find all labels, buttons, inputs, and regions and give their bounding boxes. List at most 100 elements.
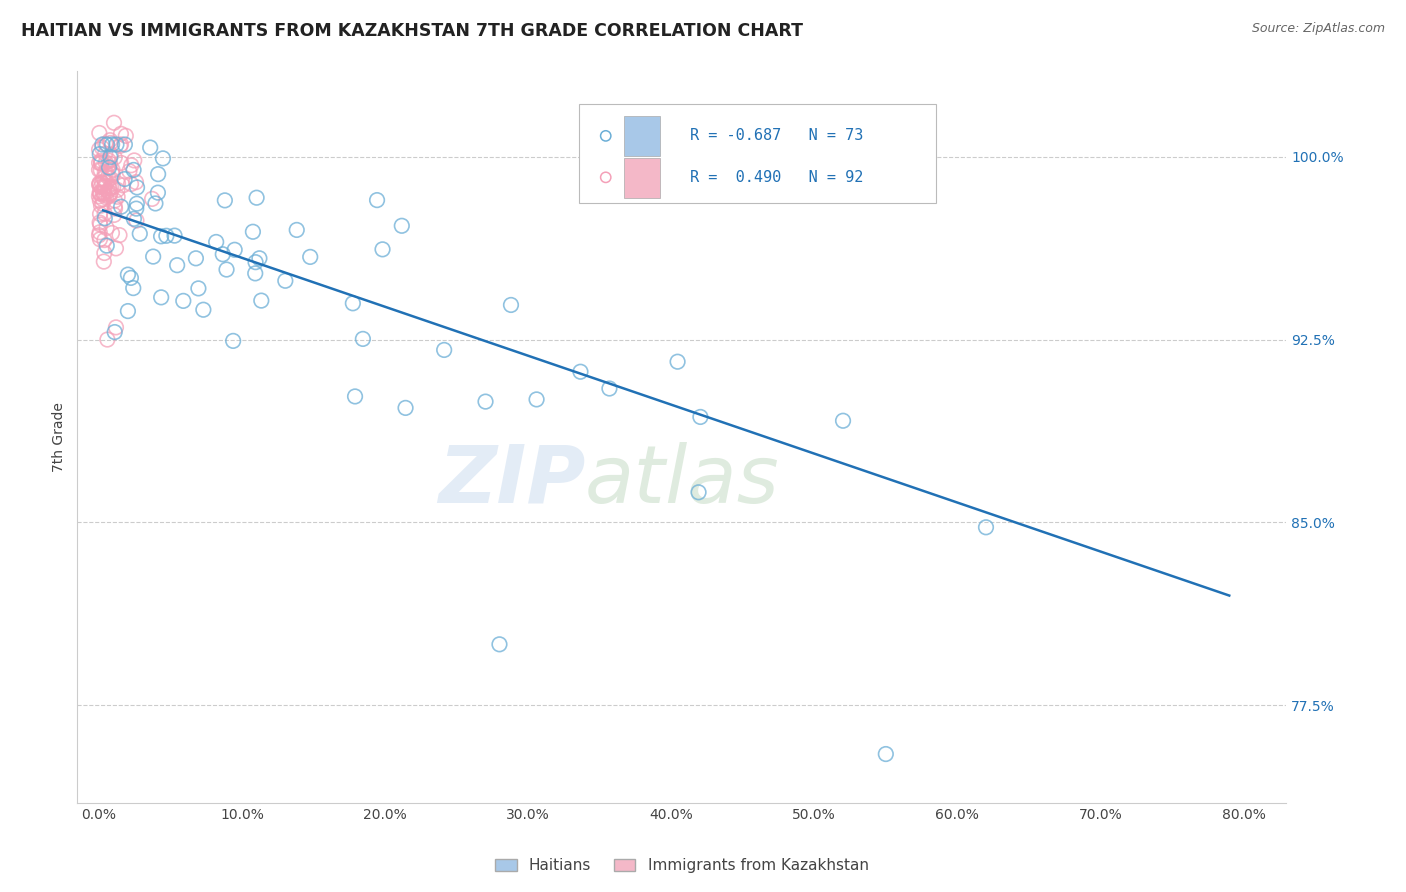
Point: [111, 178, 134, 193]
Point: [242, 225, 264, 239]
Point: [89, 176, 111, 190]
Point: [101, 162, 124, 177]
Point: [103, 208, 125, 222]
Point: [122, 281, 145, 295]
Point: [108, 139, 131, 153]
Point: [93, 233, 115, 247]
Point: [94, 211, 117, 226]
Point: [87, 189, 110, 203]
Point: [87, 156, 110, 170]
Text: atlas: atlas: [585, 442, 780, 520]
Point: [94, 146, 117, 161]
Point: [114, 137, 136, 152]
Point: [394, 401, 416, 415]
Point: [93, 206, 115, 220]
Point: [91, 186, 114, 200]
Point: [352, 332, 374, 346]
Point: [224, 243, 246, 257]
Point: [91, 137, 114, 152]
Point: [150, 290, 173, 304]
Point: [104, 194, 127, 208]
Point: [91, 196, 114, 211]
Point: [98, 161, 121, 175]
Point: [94, 155, 117, 169]
Point: [90, 199, 112, 213]
Point: [344, 389, 367, 403]
Point: [488, 637, 510, 651]
Point: [89, 218, 111, 232]
Point: [974, 520, 997, 534]
Point: [96, 137, 118, 152]
Point: [94, 165, 117, 179]
Point: [299, 250, 322, 264]
Point: [97, 184, 120, 198]
Point: [139, 140, 162, 154]
Point: [89, 232, 111, 246]
Point: [141, 192, 163, 206]
Point: [120, 158, 142, 172]
Point: [94, 187, 117, 202]
Point: [98, 133, 121, 147]
Point: [433, 343, 456, 357]
Point: [104, 325, 127, 339]
Point: [97, 169, 120, 184]
Point: [89, 186, 111, 200]
Point: [342, 296, 364, 310]
Point: [87, 162, 110, 177]
Point: [166, 258, 188, 272]
Point: [100, 186, 122, 200]
Point: [193, 302, 215, 317]
Point: [89, 215, 111, 229]
Point: [98, 150, 121, 164]
Point: [93, 181, 115, 195]
Point: [146, 186, 169, 200]
Point: [172, 293, 194, 308]
Point: [89, 177, 111, 191]
Point: [94, 190, 117, 204]
Point: [145, 196, 167, 211]
Text: Source: ZipAtlas.com: Source: ZipAtlas.com: [1251, 22, 1385, 36]
Point: [90, 156, 112, 170]
Point: [89, 126, 111, 140]
Point: [97, 153, 120, 168]
Point: [214, 194, 236, 208]
Point: [94, 174, 117, 188]
Point: [104, 202, 127, 216]
Text: R = -0.687   N = 73: R = -0.687 N = 73: [690, 128, 863, 144]
Point: [110, 200, 132, 214]
Point: [96, 333, 118, 347]
Point: [688, 485, 710, 500]
Point: [97, 189, 120, 203]
Point: [142, 250, 165, 264]
Point: [101, 166, 124, 180]
Point: [89, 194, 111, 208]
Point: [689, 409, 711, 424]
Point: [187, 281, 209, 295]
Text: R =  0.490   N = 92: R = 0.490 N = 92: [690, 169, 863, 185]
Point: [89, 207, 111, 221]
Point: [122, 163, 145, 178]
Point: [245, 266, 267, 280]
Point: [101, 226, 124, 240]
Point: [93, 246, 115, 260]
Point: [91, 176, 114, 190]
Point: [184, 252, 207, 266]
Point: [114, 172, 136, 186]
Point: [205, 235, 228, 249]
Point: [91, 141, 114, 155]
Point: [90, 163, 112, 178]
Point: [246, 191, 269, 205]
Point: [91, 192, 114, 206]
Point: [125, 202, 148, 216]
Point: [104, 320, 127, 334]
Point: [222, 334, 245, 348]
Text: HAITIAN VS IMMIGRANTS FROM KAZAKHSTAN 7TH GRADE CORRELATION CHART: HAITIAN VS IMMIGRANTS FROM KAZAKHSTAN 7T…: [21, 22, 803, 40]
Point: [93, 254, 115, 268]
Point: [152, 152, 174, 166]
Point: [666, 354, 689, 368]
Point: [125, 213, 148, 227]
Point: [245, 255, 267, 269]
Point: [110, 156, 132, 170]
Point: [90, 156, 112, 170]
Point: [101, 168, 124, 182]
